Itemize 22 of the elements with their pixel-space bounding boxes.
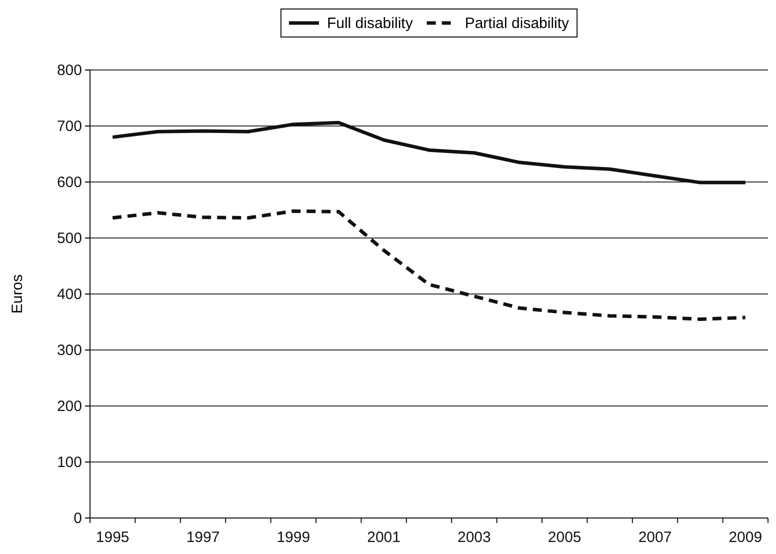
x-tick-label: 2003 bbox=[458, 529, 491, 546]
x-tick-label: 2005 bbox=[548, 529, 582, 546]
x-tick-label: 1997 bbox=[186, 529, 220, 546]
y-tick-label: 500 bbox=[56, 230, 82, 247]
legend-label: Partial disability bbox=[464, 15, 570, 32]
y-tick-label: 800 bbox=[56, 62, 82, 79]
y-tick-label: 600 bbox=[56, 174, 82, 191]
y-tick-label: 200 bbox=[56, 398, 82, 415]
line-series bbox=[110, 120, 748, 184]
y-tick-label: 400 bbox=[56, 286, 82, 303]
x-tick-label: 2007 bbox=[638, 529, 672, 546]
y-tick-label: 300 bbox=[56, 342, 82, 359]
legend-label: Full disability bbox=[326, 15, 414, 32]
y-tick-label: 100 bbox=[56, 454, 82, 471]
x-tick-label: 2001 bbox=[367, 529, 400, 546]
y-axis-title: Euros bbox=[9, 274, 26, 314]
line-series bbox=[110, 209, 748, 321]
x-tick-label: 1999 bbox=[276, 529, 310, 546]
y-tick-label: 700 bbox=[56, 118, 82, 135]
x-tick-label: 2009 bbox=[728, 529, 762, 546]
x-tick-label: 1995 bbox=[96, 529, 130, 546]
y-tick-label: 0 bbox=[74, 510, 82, 527]
